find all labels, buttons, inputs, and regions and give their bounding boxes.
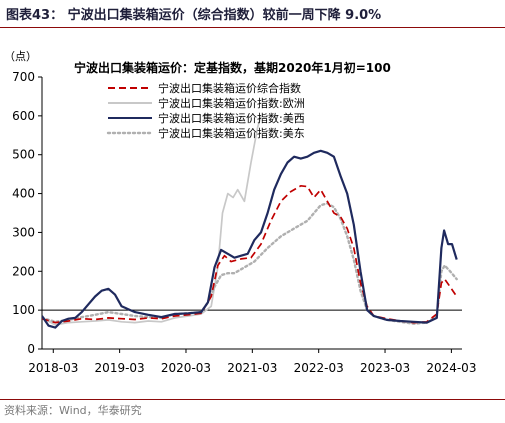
series-line-2 <box>42 149 458 329</box>
legend: 宁波出口集装箱运价综合指数宁波出口集装箱运价指数:欧洲宁波出口集装箱运价指数:美… <box>106 81 305 140</box>
top-rule <box>0 27 505 28</box>
figure-title: 图表43： 宁波出口集装箱运价（综合指数）较前一周下降 9.0% <box>6 8 382 23</box>
x-tick-label: 2021-03 <box>227 361 277 375</box>
y-tick-label: 0 <box>27 342 35 356</box>
y-tick-label: 300 <box>12 225 35 239</box>
y-tick-label: 400 <box>12 187 35 201</box>
y-tick-label: 100 <box>12 303 35 317</box>
y-tick-label: 600 <box>12 109 35 123</box>
chart-subtitle: 宁波出口集装箱运价：定基指数，基期2020年1月初=100 <box>74 60 391 75</box>
series-line-3 <box>42 202 458 325</box>
chart: （点） 宁波出口集装箱运价：定基指数，基期2020年1月初=100 0 100 20… <box>4 50 476 375</box>
y-tick-label: 200 <box>12 264 35 278</box>
series-layer <box>42 115 458 329</box>
axes-layer: 0 100 200 300 400 500 600 700 2018-03 2019-03 2020… <box>12 70 476 375</box>
x-tick-label: 2018-03 <box>28 361 78 375</box>
x-tick-label: 2024-03 <box>426 361 476 375</box>
x-tick-label: 2020-03 <box>161 361 211 375</box>
x-tick-label: 2022-03 <box>294 361 344 375</box>
series-line-0 <box>42 184 458 324</box>
legend-label: 宁波出口集装箱运价指数:美西 <box>158 111 305 125</box>
x-tick-label: 2023-03 <box>360 361 410 375</box>
x-tick-label: 2019-03 <box>95 361 145 375</box>
legend-label: 宁波出口集装箱运价指数:欧洲 <box>158 96 305 110</box>
y-tick-label: 500 <box>12 148 35 162</box>
source-note: 资料来源：Wind，华泰研究 <box>4 404 142 417</box>
y-axis-unit-label: （点） <box>4 50 37 63</box>
bottom-rule <box>0 399 505 400</box>
y-tick-label: 700 <box>12 70 35 84</box>
series-line-1 <box>42 115 262 326</box>
legend-label: 宁波出口集装箱运价综合指数 <box>158 81 301 95</box>
legend-label: 宁波出口集装箱运价指数:美东 <box>158 126 305 140</box>
